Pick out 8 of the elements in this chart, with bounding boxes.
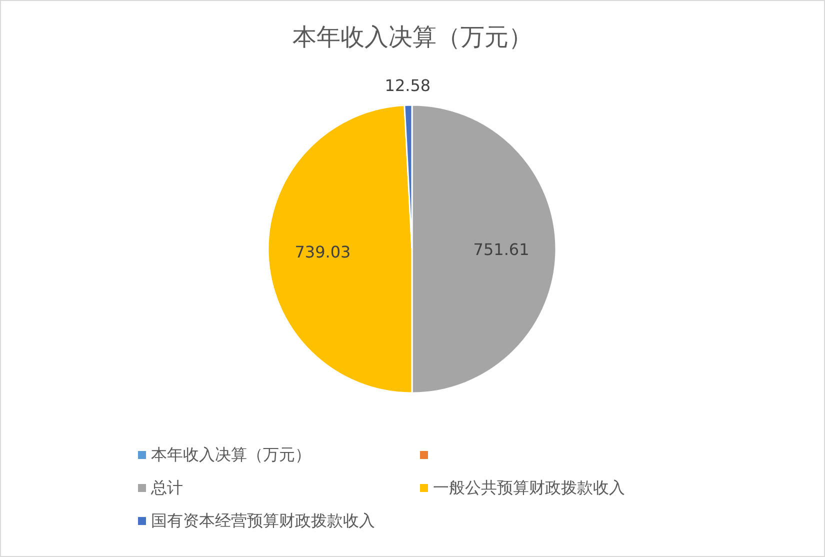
data-label: 739.03 bbox=[294, 242, 351, 262]
legend-label: 一般公共预算财政拨款收入 bbox=[433, 478, 625, 497]
data-label: 751.61 bbox=[473, 240, 530, 259]
legend-label: 总计 bbox=[150, 478, 183, 497]
legend-label: 本年收入决算（万元） bbox=[151, 445, 311, 464]
legend-label: 国有资本经营预算财政拨款收入 bbox=[151, 511, 375, 530]
data-label: 12.58 bbox=[384, 76, 431, 96]
chart-title: 本年收入决算（万元） bbox=[292, 23, 532, 51]
